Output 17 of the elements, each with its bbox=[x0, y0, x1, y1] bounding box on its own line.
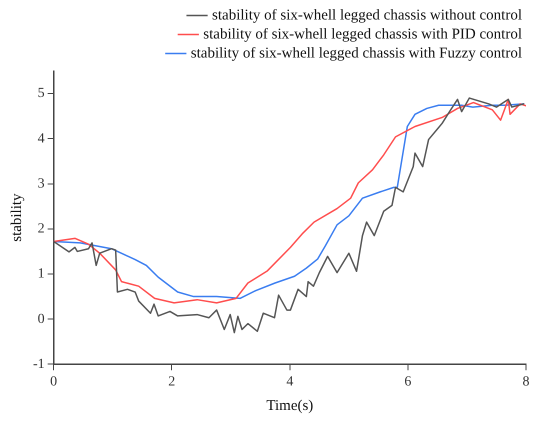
y-tick-label: 4 bbox=[38, 131, 45, 146]
x-axis-title: Time(s) bbox=[266, 398, 314, 414]
x-tick-label: 8 bbox=[522, 374, 530, 390]
y-tick-label: -1 bbox=[32, 356, 45, 372]
x-tick-label: 6 bbox=[404, 374, 412, 390]
y-tick-label: 3 bbox=[38, 176, 45, 192]
y-tick-label: 0 bbox=[38, 312, 45, 327]
x-tick-label: 4 bbox=[286, 374, 294, 390]
y-axis-title: stability bbox=[8, 192, 25, 242]
y-tick-label: 5 bbox=[38, 86, 45, 102]
y-tick-label: 1 bbox=[38, 266, 45, 282]
legend-label: stability of six-whell legged chassis with Fuzzy control bbox=[190, 45, 522, 62]
legend-label: stability of six-whell legged chassis with PID control bbox=[203, 26, 522, 42]
y-tick-label: 2 bbox=[38, 222, 45, 237]
legend-label: stability of six-whell legged chassis without control bbox=[212, 7, 522, 24]
x-tick-label: 2 bbox=[168, 374, 176, 390]
x-tick-label: 0 bbox=[50, 374, 58, 390]
